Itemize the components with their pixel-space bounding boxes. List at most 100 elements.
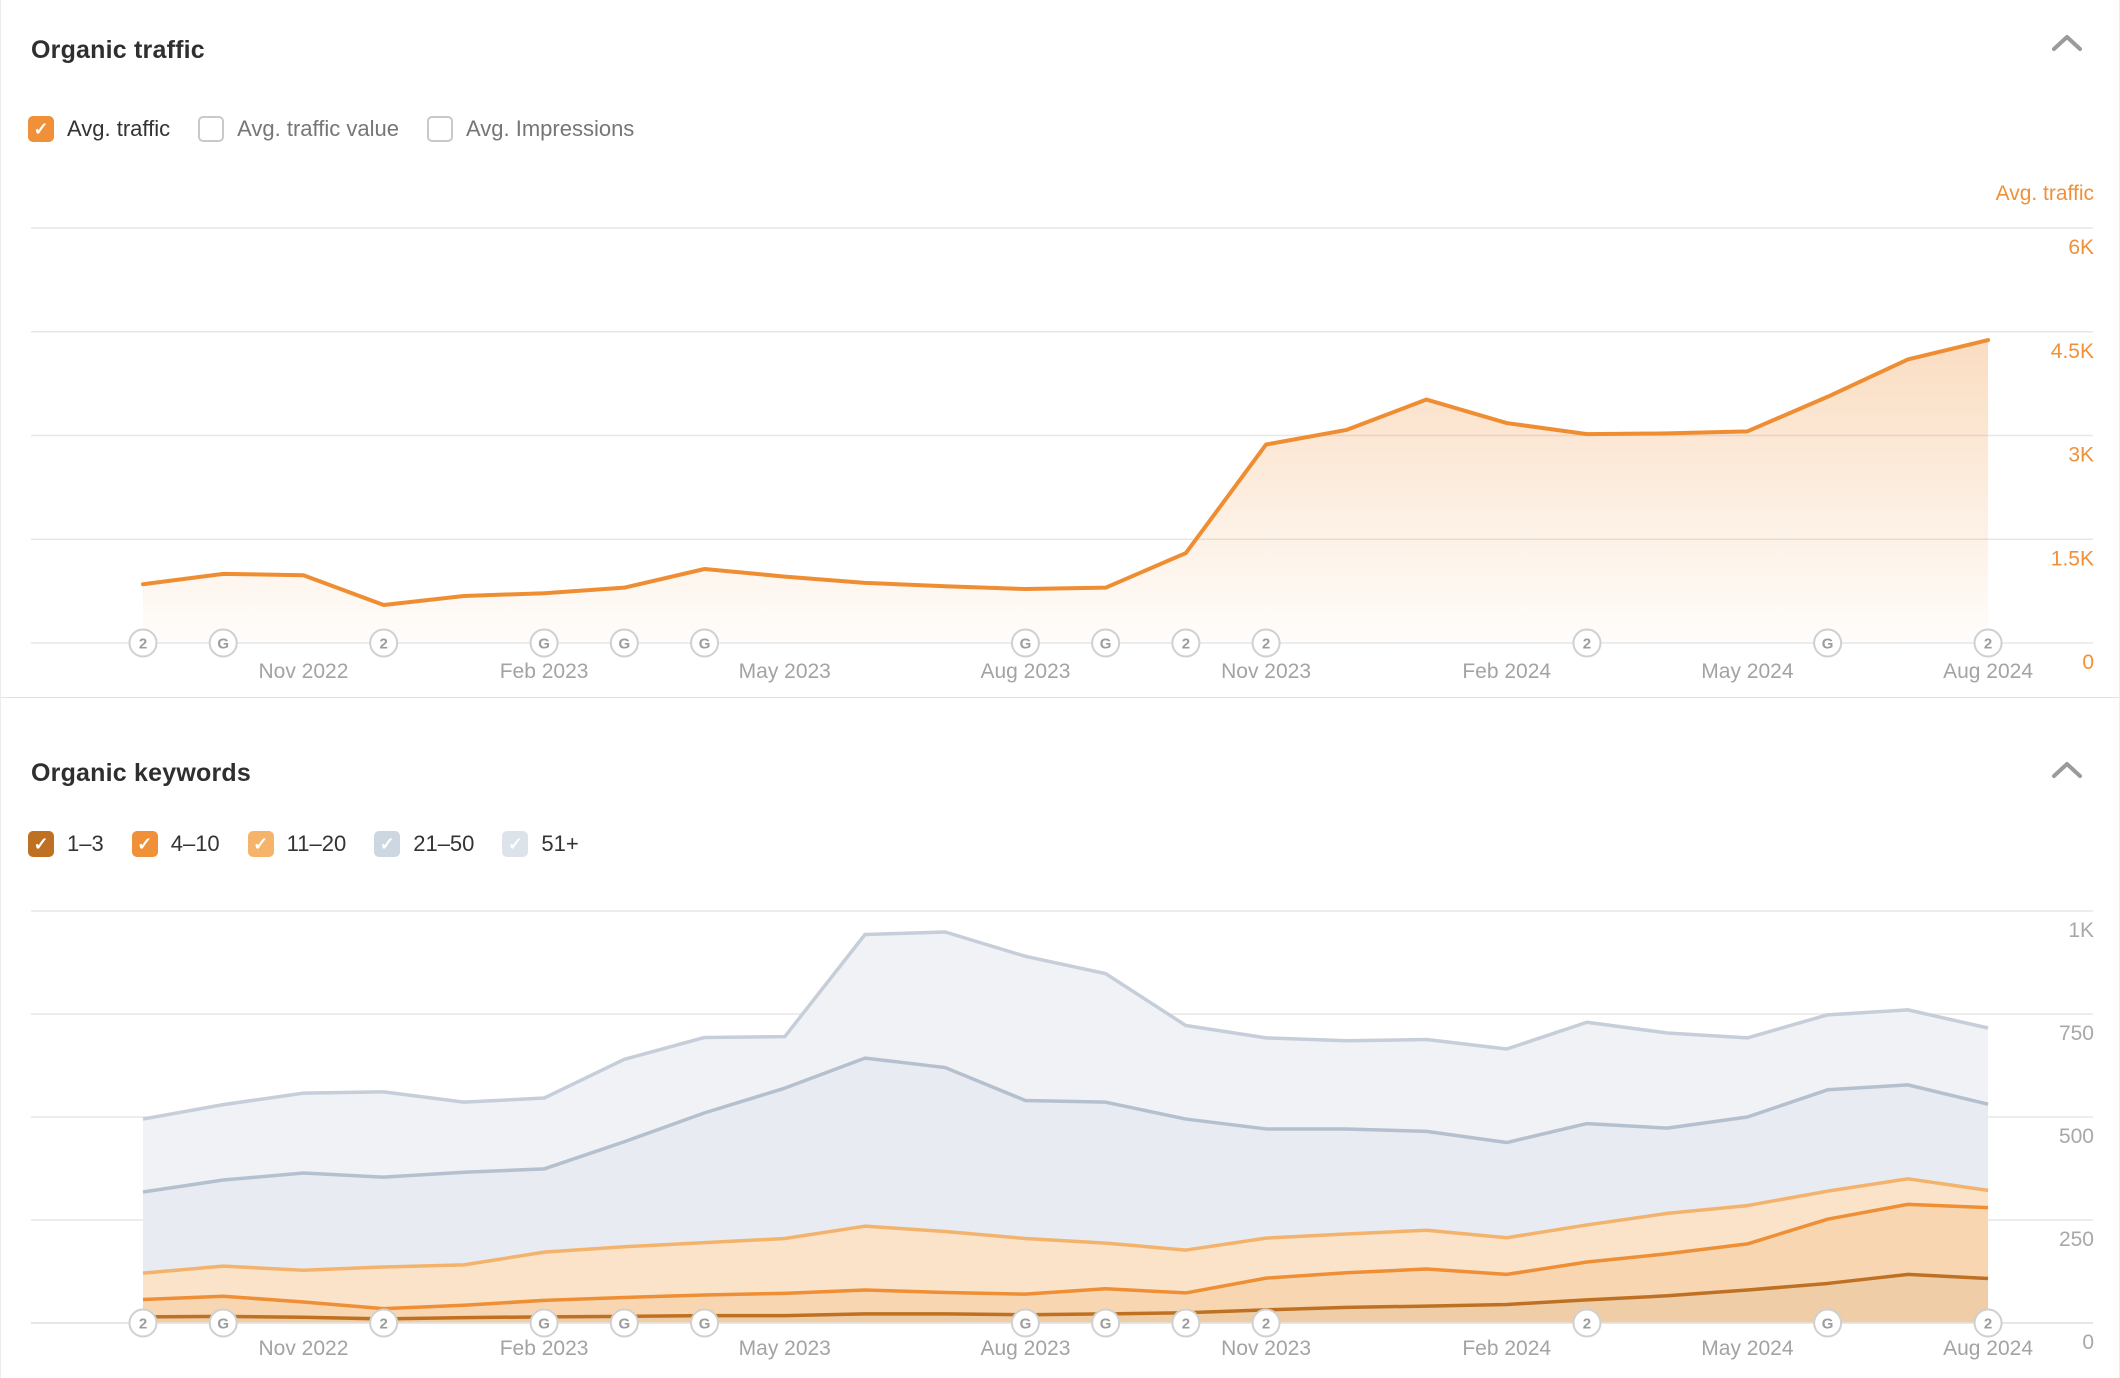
legend-label: 21–50 [413, 831, 475, 856]
legend-checkbox-4-10[interactable]: ✓ 4–10 [131, 831, 220, 857]
band-11-20 [143, 1178, 1989, 1309]
update-2-marker[interactable]: 2 [369, 628, 399, 658]
update-2-marker[interactable]: 2 [1171, 1308, 1201, 1338]
google-update-marker[interactable]: G [529, 1308, 559, 1338]
update-2-marker[interactable]: 2 [1171, 628, 1201, 658]
x-axis-label: Nov 2022 [258, 1337, 348, 1360]
checked-checkbox-icon[interactable]: ✓ [28, 831, 54, 857]
update-2-marker[interactable]: 2 [1251, 628, 1281, 658]
chevron-up-icon [2052, 762, 2082, 778]
x-axis-label: Feb 2024 [1462, 1337, 1551, 1360]
unchecked-checkbox-icon[interactable] [198, 116, 225, 142]
google-update-marker[interactable]: G [1010, 1308, 1040, 1338]
y-axis-label: 750 [2059, 1022, 2094, 1045]
legend-checkbox-avg-traffic[interactable]: ✓ Avg. traffic [28, 116, 170, 142]
checked-checkbox-icon[interactable]: ✓ [28, 116, 54, 142]
x-axis-label: Aug 2023 [980, 660, 1070, 683]
x-axis-label: May 2023 [739, 660, 831, 683]
svg-text:2: 2 [1984, 636, 1992, 653]
google-update-marker[interactable]: G [690, 628, 720, 658]
legend-label: 11–20 [286, 831, 347, 856]
band-21-50 [143, 1058, 1989, 1274]
svg-text:G: G [699, 636, 711, 653]
svg-text:G: G [1100, 636, 1112, 653]
checked-checkbox-icon[interactable]: ✓ [374, 831, 401, 857]
legend-label: Avg. traffic value [237, 116, 399, 141]
update-2-marker[interactable]: 2 [1973, 1308, 2003, 1338]
svg-text:2: 2 [379, 636, 387, 653]
organic-traffic-panel: Organic traffic ✓ Avg. traffic Avg. traffi… [1, 0, 2119, 698]
traffic-legend: ✓ Avg. traffic Avg. traffic value Avg. Impr… [28, 116, 634, 142]
x-axis-label: Nov 2022 [258, 660, 348, 683]
legend-checkbox-avg-impressions[interactable]: Avg. Impressions [426, 116, 634, 142]
google-update-marker[interactable]: G [529, 628, 559, 658]
google-update-marker[interactable]: G [609, 628, 639, 658]
band-line-1-3 [142, 1272, 1989, 1321]
google-update-marker[interactable]: G [1813, 1308, 1843, 1338]
svg-text:G: G [1822, 636, 1834, 653]
google-update-marker[interactable]: G [1010, 628, 1040, 658]
svg-text:G: G [1020, 636, 1032, 653]
svg-text:2: 2 [1182, 1316, 1190, 1333]
svg-text:2: 2 [1583, 636, 1591, 653]
x-axis-label: May 2024 [1701, 1337, 1794, 1360]
y-axis-label: 6K [2068, 236, 2094, 259]
legend-checkbox-1-3[interactable]: ✓ 1–3 [28, 831, 104, 857]
y-axis-label: 500 [2059, 1125, 2094, 1148]
svg-text:G: G [217, 1316, 229, 1333]
update-2-marker[interactable]: 2 [1251, 1308, 1281, 1338]
svg-text:2: 2 [1583, 1316, 1591, 1333]
svg-text:2: 2 [1262, 636, 1270, 653]
update-2-marker[interactable]: 2 [369, 1308, 399, 1338]
checked-checkbox-icon[interactable]: ✓ [502, 831, 529, 857]
svg-text:G: G [1100, 1316, 1112, 1333]
google-update-marker[interactable]: G [1091, 1308, 1121, 1338]
y-axis-label: 1.5K [2051, 547, 2094, 570]
update-2-marker[interactable]: 2 [1973, 628, 2003, 658]
traffic-area-fill [143, 340, 1989, 643]
organic-traffic-chart[interactable]: 2 G 2 G G G G G 2 2 2 G 2 6K 4.5K 3K 1.5K 0 Avg. traffic No… [1, 0, 2120, 697]
band-line-51plus [142, 930, 1989, 1121]
axis-event-markers: 2 G 2 G G G G G 2 2 2 G 2 [128, 1308, 2003, 1338]
keywords-legend: ✓ 1–3 ✓ 4–10 ✓ 11–20 ✓ 21–50 ✓ 51+ [28, 831, 579, 857]
legend-label: Avg. traffic [67, 116, 171, 141]
x-axis-label: May 2024 [1701, 660, 1794, 683]
google-update-marker[interactable]: G [609, 1308, 639, 1338]
collapse-panel-button[interactable] [2051, 760, 2083, 780]
google-update-marker[interactable]: G [208, 1308, 238, 1338]
google-update-marker[interactable]: G [1091, 628, 1121, 658]
svg-text:2: 2 [1262, 1316, 1270, 1333]
organic-keywords-chart[interactable]: 2 G 2 G G G G G 2 2 2 G 2 1K 750 500 250 0 Nov 2022 Feb 202… [1, 698, 2120, 1378]
svg-text:G: G [699, 1316, 711, 1333]
legend-label: 51+ [541, 831, 579, 856]
x-axis-label: Feb 2024 [1462, 660, 1551, 683]
svg-text:2: 2 [1984, 1316, 1992, 1333]
google-update-marker[interactable]: G [208, 628, 238, 658]
update-2-marker[interactable]: 2 [1572, 1308, 1602, 1338]
update-2-marker[interactable]: 2 [128, 628, 158, 658]
google-update-marker[interactable]: G [1813, 628, 1843, 658]
organic-traffic-title: Organic traffic [31, 36, 205, 64]
legend-checkbox-avg-traffic-value[interactable]: Avg. traffic value [198, 116, 399, 142]
legend-checkbox-21-50[interactable]: ✓ 21–50 [374, 831, 474, 857]
google-update-marker[interactable]: G [690, 1308, 720, 1338]
band-line-4-10 [142, 1202, 1989, 1311]
y-axis-label: 0 [2082, 1331, 2094, 1354]
update-2-marker[interactable]: 2 [1572, 628, 1602, 658]
x-axis-label: Aug 2024 [1943, 1337, 2033, 1360]
y-axis-label: 1K [2068, 919, 2094, 942]
collapse-panel-button[interactable] [2051, 33, 2083, 53]
band-4-10 [143, 1204, 1989, 1319]
legend-checkbox-11-20[interactable]: ✓ 11–20 [247, 831, 347, 857]
legend-checkbox-51plus[interactable]: ✓ 51+ [502, 831, 579, 857]
update-2-marker[interactable]: 2 [128, 1308, 158, 1338]
x-axis-label: Aug 2023 [980, 1337, 1070, 1360]
y-axis-title: Avg. traffic [1996, 182, 2094, 205]
checked-checkbox-icon[interactable]: ✓ [247, 831, 274, 857]
organic-keywords-panel: Organic keywords ✓ 1–3 ✓ 4–10 ✓ 11–20 ✓ 21–50 ✓ 5… [1, 698, 2119, 1378]
y-axis-label: 250 [2059, 1228, 2094, 1251]
checked-checkbox-icon[interactable]: ✓ [131, 831, 158, 857]
unchecked-checkbox-icon[interactable] [426, 116, 453, 142]
svg-text:2: 2 [379, 1316, 387, 1333]
band-1-3 [143, 1274, 1989, 1323]
